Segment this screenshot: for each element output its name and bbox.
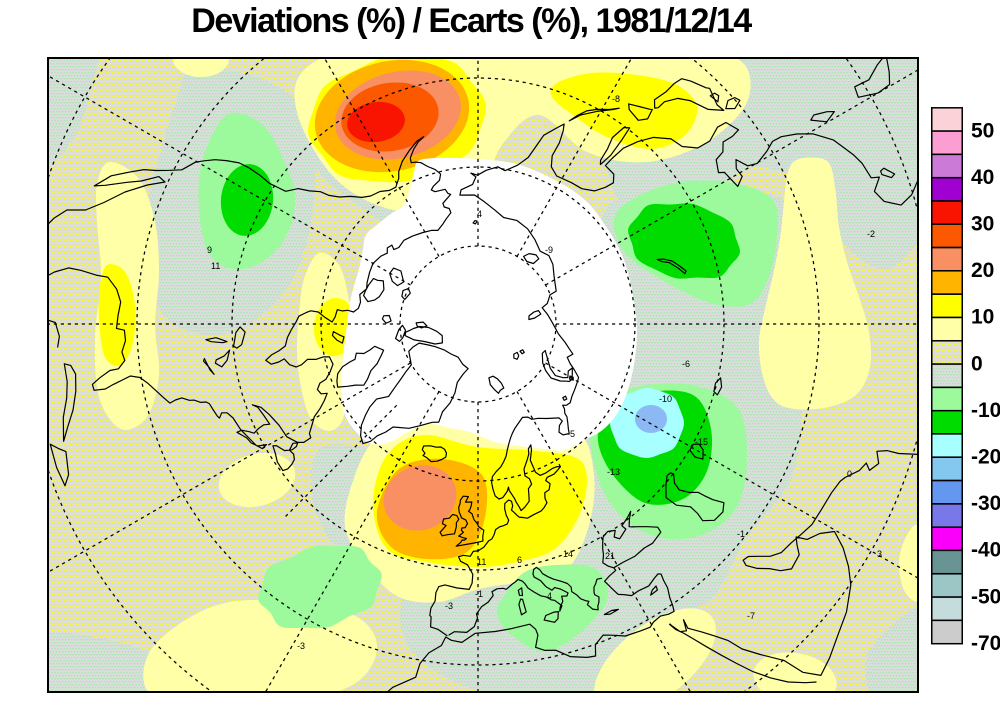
svg-text:20: 20	[971, 259, 994, 282]
svg-text:4: 4	[477, 209, 482, 219]
svg-text:6: 6	[517, 555, 522, 565]
svg-text:30: 30	[971, 213, 994, 236]
svg-text:40: 40	[971, 166, 994, 189]
svg-text:-3: -3	[297, 641, 305, 651]
svg-text:-1: -1	[475, 589, 483, 599]
svg-text:-10: -10	[971, 399, 1000, 422]
svg-text:-9: -9	[545, 245, 553, 255]
svg-text:9: 9	[207, 245, 212, 255]
svg-text:11: 11	[211, 261, 220, 271]
svg-text:50: 50	[971, 119, 994, 142]
svg-text:-3: -3	[445, 601, 453, 611]
svg-text:-2: -2	[867, 229, 875, 239]
svg-text:21: 21	[605, 551, 615, 561]
svg-text:14: 14	[563, 549, 573, 559]
svg-text:11: 11	[477, 557, 486, 567]
svg-text:-15: -15	[695, 437, 708, 447]
svg-text:-6: -6	[682, 359, 690, 369]
svg-text:-8: -8	[612, 94, 620, 104]
svg-text:-5: -5	[567, 429, 575, 439]
svg-text:0: 0	[847, 469, 852, 479]
svg-text:-10: -10	[659, 394, 672, 404]
svg-text:-40: -40	[971, 539, 1000, 562]
svg-text:-20: -20	[971, 446, 1000, 469]
svg-text:-7: -7	[747, 611, 755, 621]
svg-text:10: 10	[971, 306, 994, 329]
svg-text:-1: -1	[737, 529, 745, 539]
svg-text:-50: -50	[971, 585, 1000, 608]
svg-text:3: 3	[877, 549, 882, 559]
svg-text:-30: -30	[971, 492, 1000, 515]
svg-text:4: 4	[547, 591, 552, 601]
svg-text:0: 0	[971, 352, 983, 375]
svg-text:-70: -70	[971, 632, 1000, 655]
svg-text:-13: -13	[607, 467, 620, 477]
